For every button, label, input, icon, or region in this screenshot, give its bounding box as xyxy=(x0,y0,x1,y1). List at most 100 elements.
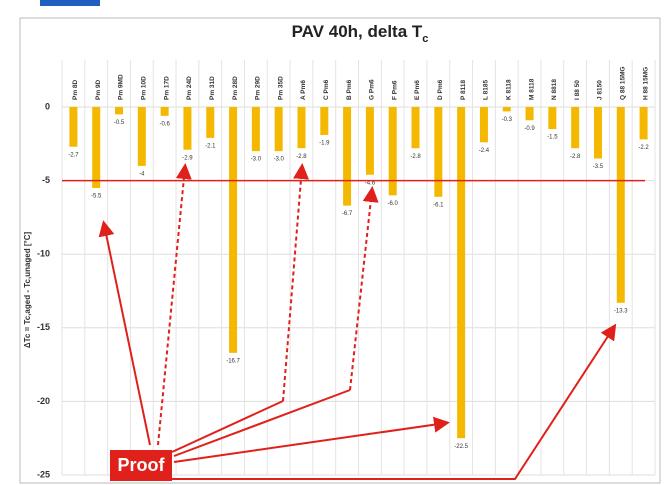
arrow xyxy=(157,163,192,446)
y-tick-label: -10 xyxy=(37,249,50,259)
bar xyxy=(206,107,215,138)
value-label: -4 xyxy=(139,171,145,177)
bar xyxy=(434,107,443,197)
y-tick-label: 0 xyxy=(45,101,50,111)
bar xyxy=(571,107,580,149)
bar xyxy=(479,107,488,143)
x-tick-label: Pm 9MD xyxy=(118,74,125,100)
value-label: -6.7 xyxy=(342,211,353,217)
bar xyxy=(388,107,397,196)
arrow xyxy=(171,400,284,453)
y-tick-label: -25 xyxy=(37,469,50,479)
x-tick-label: Pm 8D xyxy=(72,79,79,100)
bar xyxy=(183,107,192,150)
arrow xyxy=(282,163,310,402)
arrow xyxy=(98,220,151,446)
chart-title: PAV 40h, delta Tc xyxy=(292,22,429,44)
bar xyxy=(411,107,420,149)
bar xyxy=(457,107,466,439)
x-tick-label: Pm 29D xyxy=(255,76,262,100)
value-label: -2.2 xyxy=(638,145,649,151)
x-tick-label: F Pm6 xyxy=(391,80,398,100)
arrow xyxy=(349,186,379,391)
y-tick-label: -20 xyxy=(37,396,50,406)
value-label: -2.8 xyxy=(410,154,421,160)
arrow xyxy=(170,323,617,480)
proof-box xyxy=(110,450,172,481)
x-tick-label: Pm 31D xyxy=(209,76,216,100)
bar xyxy=(365,107,374,175)
y-tick-label: -5 xyxy=(42,175,50,185)
value-label: -1.5 xyxy=(547,135,558,141)
x-tick-label: Pm 10D xyxy=(141,76,148,100)
value-label: -2.9 xyxy=(182,155,193,161)
x-tick-label: H 88 15MG xyxy=(642,67,649,100)
x-tick-label: Pm 9D xyxy=(95,79,102,100)
bar xyxy=(274,107,283,152)
value-label: -6.1 xyxy=(433,202,444,208)
value-label: -2.7 xyxy=(68,152,79,158)
bar xyxy=(639,107,648,140)
arrow xyxy=(173,389,351,457)
value-label: -2.8 xyxy=(296,154,307,160)
bar xyxy=(251,107,260,152)
title-text: PAV 40h, delta T xyxy=(292,22,423,41)
y-tick-label: -15 xyxy=(37,322,50,332)
value-label: -13.3 xyxy=(614,308,628,314)
bar xyxy=(69,107,78,147)
value-label: -0.6 xyxy=(159,121,170,127)
proof-label: Proof xyxy=(118,455,166,475)
bar xyxy=(525,107,534,121)
x-tick-label: A Pm6 xyxy=(300,80,307,100)
y-axis-label: ΔTc = Tc,aged - Tc,unaged [°C] xyxy=(23,232,32,349)
value-label: -0.5 xyxy=(114,120,125,126)
value-label: -3.0 xyxy=(274,157,285,163)
value-label: -22.5 xyxy=(454,444,468,450)
bar xyxy=(502,107,511,112)
x-tick-label: P 8118 xyxy=(460,79,467,100)
x-tick-label: Pm 24D xyxy=(186,76,193,100)
x-tick-label: Pm 17D xyxy=(163,76,170,100)
x-tick-label: B Pm6 xyxy=(346,79,353,100)
x-tick-label: L 8185 xyxy=(483,79,490,100)
bar xyxy=(320,107,329,135)
x-tick-label: I 88 50 xyxy=(574,80,581,100)
value-label: -2.4 xyxy=(479,148,490,154)
bar xyxy=(160,107,169,116)
x-tick-label: Pm 28D xyxy=(232,76,239,100)
chart-frame xyxy=(19,17,661,484)
value-label: -1.9 xyxy=(319,141,330,147)
bar xyxy=(593,107,602,159)
bar xyxy=(115,107,124,115)
proof-arrows xyxy=(98,163,617,480)
bar xyxy=(548,107,557,130)
x-tick-label: M 8118 xyxy=(528,78,535,100)
value-label: -2.1 xyxy=(205,143,216,149)
x-tick-label: G Pm6 xyxy=(369,79,376,100)
value-label: -6.0 xyxy=(388,201,399,207)
x-tick-label: Q 88 15MG xyxy=(620,66,627,100)
value-label: -5.5 xyxy=(91,194,102,200)
bar xyxy=(616,107,625,303)
arrow xyxy=(173,416,450,463)
value-label: -4.6 xyxy=(365,180,376,186)
bar xyxy=(92,107,101,188)
title-subscript: c xyxy=(422,33,428,45)
bar xyxy=(229,107,238,353)
value-label: -0.3 xyxy=(502,117,513,123)
value-label: -2.8 xyxy=(570,154,581,160)
x-tick-label: N 8818 xyxy=(551,79,558,100)
value-label: -0.9 xyxy=(524,126,535,132)
x-tick-label: D Pm6 xyxy=(437,79,444,100)
header-fragment xyxy=(40,0,100,6)
value-label: -16.7 xyxy=(226,358,240,364)
bar xyxy=(137,107,146,166)
x-tick-label: E Pm6 xyxy=(414,80,421,100)
x-tick-label: C Pm6 xyxy=(323,79,330,100)
x-tick-label: J 8150 xyxy=(597,80,604,100)
value-label: -3.0 xyxy=(251,157,262,163)
value-label: -3.5 xyxy=(593,164,604,170)
x-tick-label: Pm 35D xyxy=(277,76,284,100)
x-tick-label: K 8118 xyxy=(505,79,512,100)
